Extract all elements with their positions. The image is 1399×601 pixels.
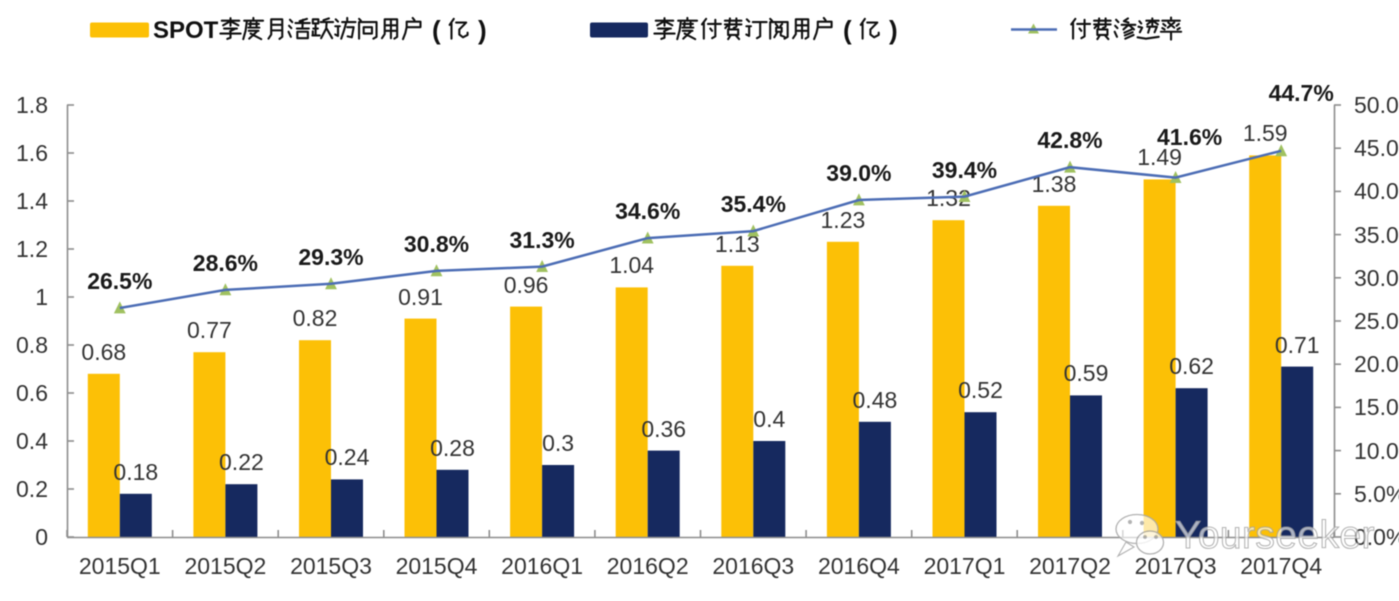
- svg-text:29.3%: 29.3%: [298, 244, 363, 270]
- svg-text:25.0%: 25.0%: [1354, 308, 1399, 334]
- svg-text:2017Q1: 2017Q1: [924, 553, 1006, 579]
- svg-text:0.24: 0.24: [325, 444, 370, 470]
- svg-text:0.91: 0.91: [398, 284, 443, 310]
- svg-text:35.4%: 35.4%: [721, 191, 786, 217]
- svg-text:1.49: 1.49: [1137, 144, 1182, 170]
- svg-text:39.4%: 39.4%: [932, 157, 997, 183]
- svg-text:2016Q2: 2016Q2: [607, 553, 689, 579]
- svg-text:44.7%: 44.7%: [1269, 80, 1334, 106]
- svg-text:1.2: 1.2: [16, 236, 48, 262]
- svg-text:0.52: 0.52: [958, 377, 1003, 403]
- svg-text:26.5%: 26.5%: [87, 268, 152, 294]
- svg-text:2017Q3: 2017Q3: [1135, 553, 1217, 579]
- svg-text:0.62: 0.62: [1169, 353, 1214, 379]
- svg-text:0.28: 0.28: [430, 435, 475, 461]
- svg-text:0.18: 0.18: [113, 459, 158, 485]
- svg-text:1.8: 1.8: [16, 92, 48, 118]
- svg-text:1.4: 1.4: [16, 188, 48, 214]
- svg-text:SPOT: SPOT: [153, 17, 219, 44]
- svg-text:1.23: 1.23: [821, 207, 866, 233]
- svg-text:10.0%: 10.0%: [1354, 438, 1399, 464]
- svg-text:35.0%: 35.0%: [1354, 222, 1399, 248]
- svg-text:45.0%: 45.0%: [1354, 135, 1399, 161]
- svg-text:2016Q1: 2016Q1: [501, 553, 583, 579]
- svg-text:2016Q3: 2016Q3: [712, 553, 794, 579]
- svg-text:20.0%: 20.0%: [1354, 351, 1399, 377]
- svg-text:0.82: 0.82: [293, 305, 338, 331]
- svg-text:2017Q2: 2017Q2: [1029, 553, 1111, 579]
- svg-text:): ): [478, 15, 487, 45]
- svg-text:0.2: 0.2: [16, 476, 48, 502]
- svg-text:1.04: 1.04: [609, 252, 654, 278]
- svg-text:34.6%: 34.6%: [615, 198, 680, 224]
- svg-text:0.3: 0.3: [542, 430, 574, 456]
- svg-text:0.96: 0.96: [504, 272, 549, 298]
- svg-text:0: 0: [35, 524, 48, 550]
- svg-text:5.0%: 5.0%: [1354, 481, 1399, 507]
- svg-text:28.6%: 28.6%: [193, 250, 258, 276]
- svg-text:0.71: 0.71: [1275, 332, 1320, 358]
- svg-text:2015Q4: 2015Q4: [396, 553, 478, 579]
- svg-text:(: (: [432, 15, 441, 45]
- svg-text:0.6: 0.6: [16, 380, 48, 406]
- svg-text:31.3%: 31.3%: [509, 227, 574, 253]
- svg-text:2016Q4: 2016Q4: [818, 553, 900, 579]
- svg-text:2015Q3: 2015Q3: [290, 553, 372, 579]
- svg-text:0.59: 0.59: [1064, 360, 1109, 386]
- svg-text:39.0%: 39.0%: [826, 160, 891, 186]
- svg-text:(: (: [843, 15, 852, 45]
- svg-text:41.6%: 41.6%: [1157, 124, 1222, 150]
- svg-text:1.6: 1.6: [16, 140, 48, 166]
- svg-text:0.68: 0.68: [81, 339, 126, 365]
- svg-text:0.22: 0.22: [219, 449, 264, 475]
- svg-text:0.0%: 0.0%: [1354, 524, 1399, 550]
- svg-text:0.36: 0.36: [641, 416, 686, 442]
- svg-text:0.48: 0.48: [853, 387, 898, 413]
- svg-text:Yourseeker: Yourseeker: [1175, 514, 1375, 557]
- svg-text:42.8%: 42.8%: [1037, 127, 1102, 153]
- svg-text:0.4: 0.4: [753, 406, 785, 432]
- svg-text:0.77: 0.77: [187, 317, 232, 343]
- svg-text:30.0%: 30.0%: [1354, 265, 1399, 291]
- svg-text:15.0%: 15.0%: [1354, 394, 1399, 420]
- svg-text:2015Q1: 2015Q1: [79, 553, 161, 579]
- svg-text:2015Q2: 2015Q2: [184, 553, 266, 579]
- svg-text:1.59: 1.59: [1243, 120, 1288, 146]
- svg-text:): ): [889, 15, 898, 45]
- svg-text:50.0%: 50.0%: [1354, 92, 1399, 118]
- svg-text:30.8%: 30.8%: [404, 231, 469, 257]
- svg-text:0.8: 0.8: [16, 332, 48, 358]
- svg-text:0.4: 0.4: [16, 428, 48, 454]
- svg-text:2017Q4: 2017Q4: [1240, 553, 1322, 579]
- svg-text:1: 1: [35, 284, 48, 310]
- svg-text:40.0%: 40.0%: [1354, 178, 1399, 204]
